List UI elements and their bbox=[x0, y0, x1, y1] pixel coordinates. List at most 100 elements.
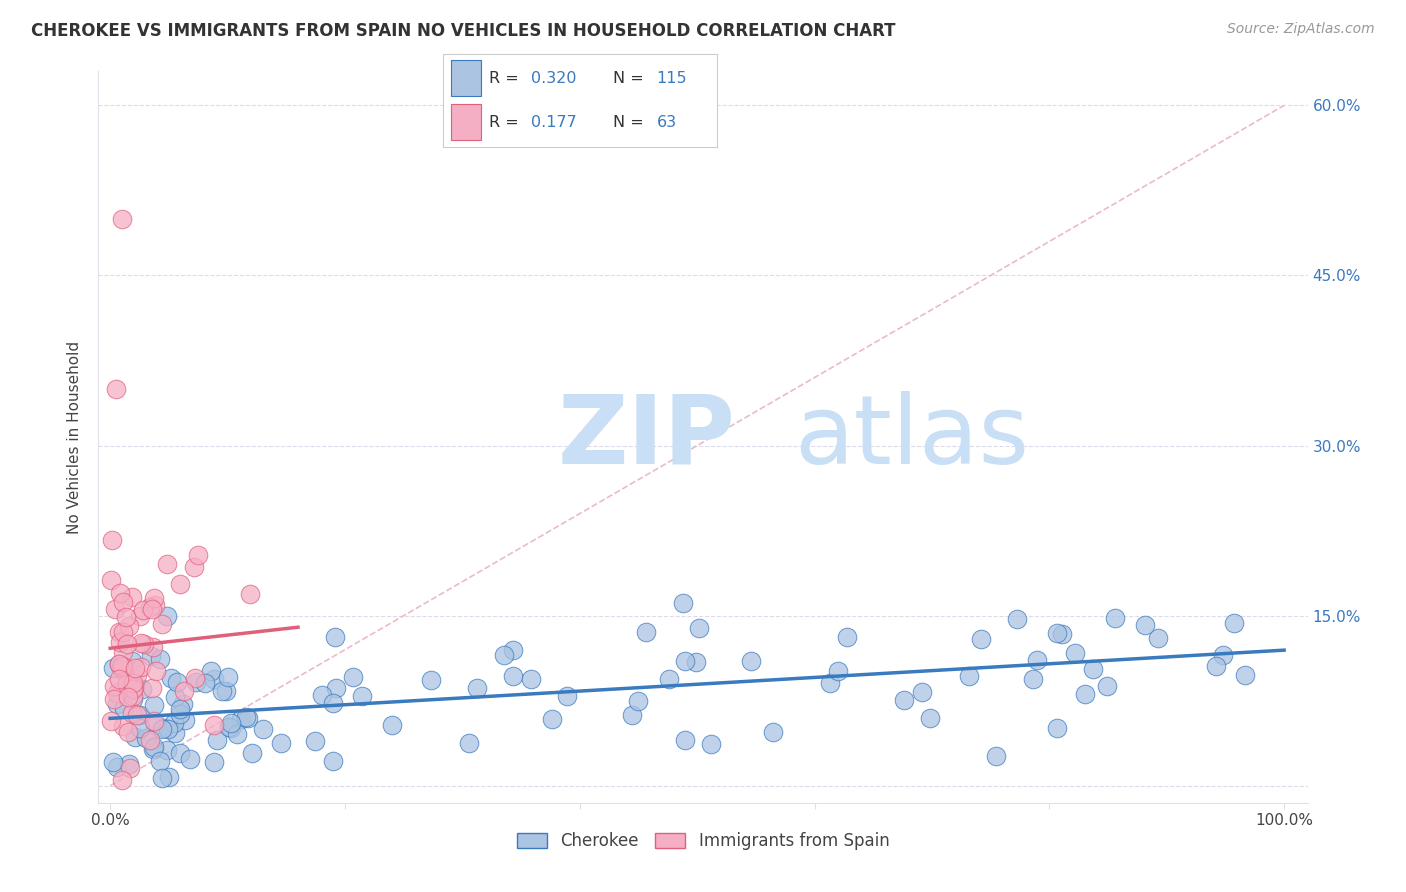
Point bbox=[1135, 617, 1157, 632]
Point bbox=[179, 752, 201, 766]
Point bbox=[671, 596, 693, 610]
Point bbox=[970, 632, 993, 647]
Point bbox=[150, 616, 173, 631]
Point bbox=[1073, 687, 1095, 701]
Point bbox=[350, 690, 373, 704]
Point bbox=[1205, 658, 1227, 673]
Point bbox=[1097, 679, 1119, 693]
Point bbox=[101, 661, 124, 675]
Point bbox=[118, 761, 141, 775]
Point bbox=[342, 670, 364, 684]
Point bbox=[141, 681, 163, 695]
Point bbox=[169, 576, 191, 591]
Point bbox=[132, 637, 155, 651]
Point bbox=[1234, 668, 1257, 682]
Point bbox=[910, 684, 932, 698]
Point bbox=[541, 712, 564, 726]
Point bbox=[108, 625, 131, 640]
Point bbox=[169, 706, 191, 721]
Point bbox=[202, 717, 225, 731]
Point bbox=[381, 718, 404, 732]
Text: atlas: atlas bbox=[793, 391, 1029, 483]
Point bbox=[169, 746, 191, 760]
Point bbox=[122, 690, 145, 704]
Point bbox=[311, 688, 333, 702]
Point bbox=[218, 720, 240, 734]
Point bbox=[986, 748, 1008, 763]
Point bbox=[156, 743, 179, 757]
Point bbox=[502, 669, 524, 683]
Point bbox=[100, 574, 122, 588]
Point bbox=[115, 676, 138, 690]
Point bbox=[215, 684, 238, 698]
Point bbox=[132, 603, 155, 617]
Point bbox=[202, 755, 225, 769]
Text: CHEROKEE VS IMMIGRANTS FROM SPAIN NO VEHICLES IN HOUSEHOLD CORRELATION CHART: CHEROKEE VS IMMIGRANTS FROM SPAIN NO VEH… bbox=[31, 22, 896, 40]
Point bbox=[117, 725, 139, 739]
Point bbox=[111, 595, 134, 609]
Point bbox=[160, 672, 183, 686]
Text: N =: N = bbox=[613, 71, 648, 87]
Point bbox=[229, 712, 252, 726]
Point bbox=[103, 691, 125, 706]
Point bbox=[156, 557, 179, 571]
Point bbox=[108, 586, 131, 600]
Point bbox=[115, 637, 138, 651]
Point bbox=[239, 586, 262, 600]
Point bbox=[111, 658, 134, 673]
Point bbox=[186, 674, 208, 689]
Point bbox=[127, 708, 149, 723]
Point bbox=[111, 645, 134, 659]
Point bbox=[131, 681, 153, 696]
Point bbox=[202, 672, 225, 686]
Point bbox=[121, 591, 143, 605]
Point bbox=[108, 634, 131, 648]
Bar bbox=[451, 60, 481, 95]
Point bbox=[173, 714, 195, 728]
Point bbox=[156, 722, 179, 736]
Point bbox=[957, 669, 980, 683]
Point bbox=[143, 599, 166, 613]
Point bbox=[235, 710, 257, 724]
Point bbox=[103, 679, 125, 693]
Point bbox=[105, 760, 128, 774]
Point bbox=[165, 726, 187, 740]
Point bbox=[112, 701, 135, 715]
Point bbox=[121, 691, 143, 706]
Point bbox=[322, 754, 344, 768]
Point bbox=[492, 648, 515, 663]
Point bbox=[1223, 615, 1246, 630]
Point bbox=[1081, 662, 1104, 676]
Point bbox=[519, 672, 541, 686]
Point bbox=[226, 727, 249, 741]
Point bbox=[835, 630, 858, 644]
Text: ZIP: ZIP bbox=[558, 391, 735, 483]
Point bbox=[112, 719, 135, 733]
Point bbox=[145, 665, 167, 679]
Text: 0.320: 0.320 bbox=[530, 71, 576, 87]
Point bbox=[184, 671, 207, 685]
Text: 63: 63 bbox=[657, 115, 676, 130]
Point bbox=[122, 680, 145, 694]
Point bbox=[100, 714, 122, 728]
Point bbox=[1212, 648, 1234, 662]
Point bbox=[1046, 721, 1069, 735]
Point bbox=[162, 715, 184, 730]
Point bbox=[156, 609, 179, 624]
Point bbox=[105, 686, 128, 700]
Point bbox=[101, 755, 124, 769]
Point bbox=[465, 681, 488, 696]
Point bbox=[101, 533, 124, 547]
Point bbox=[252, 722, 274, 736]
Point bbox=[143, 591, 166, 605]
Point bbox=[139, 600, 162, 615]
Point bbox=[219, 721, 242, 735]
Bar bbox=[451, 104, 481, 140]
Point bbox=[117, 619, 139, 633]
Point bbox=[142, 740, 165, 755]
Point bbox=[121, 706, 143, 721]
Point bbox=[217, 670, 239, 684]
Point bbox=[157, 770, 180, 784]
Text: 115: 115 bbox=[657, 71, 688, 87]
Point bbox=[1104, 610, 1126, 624]
